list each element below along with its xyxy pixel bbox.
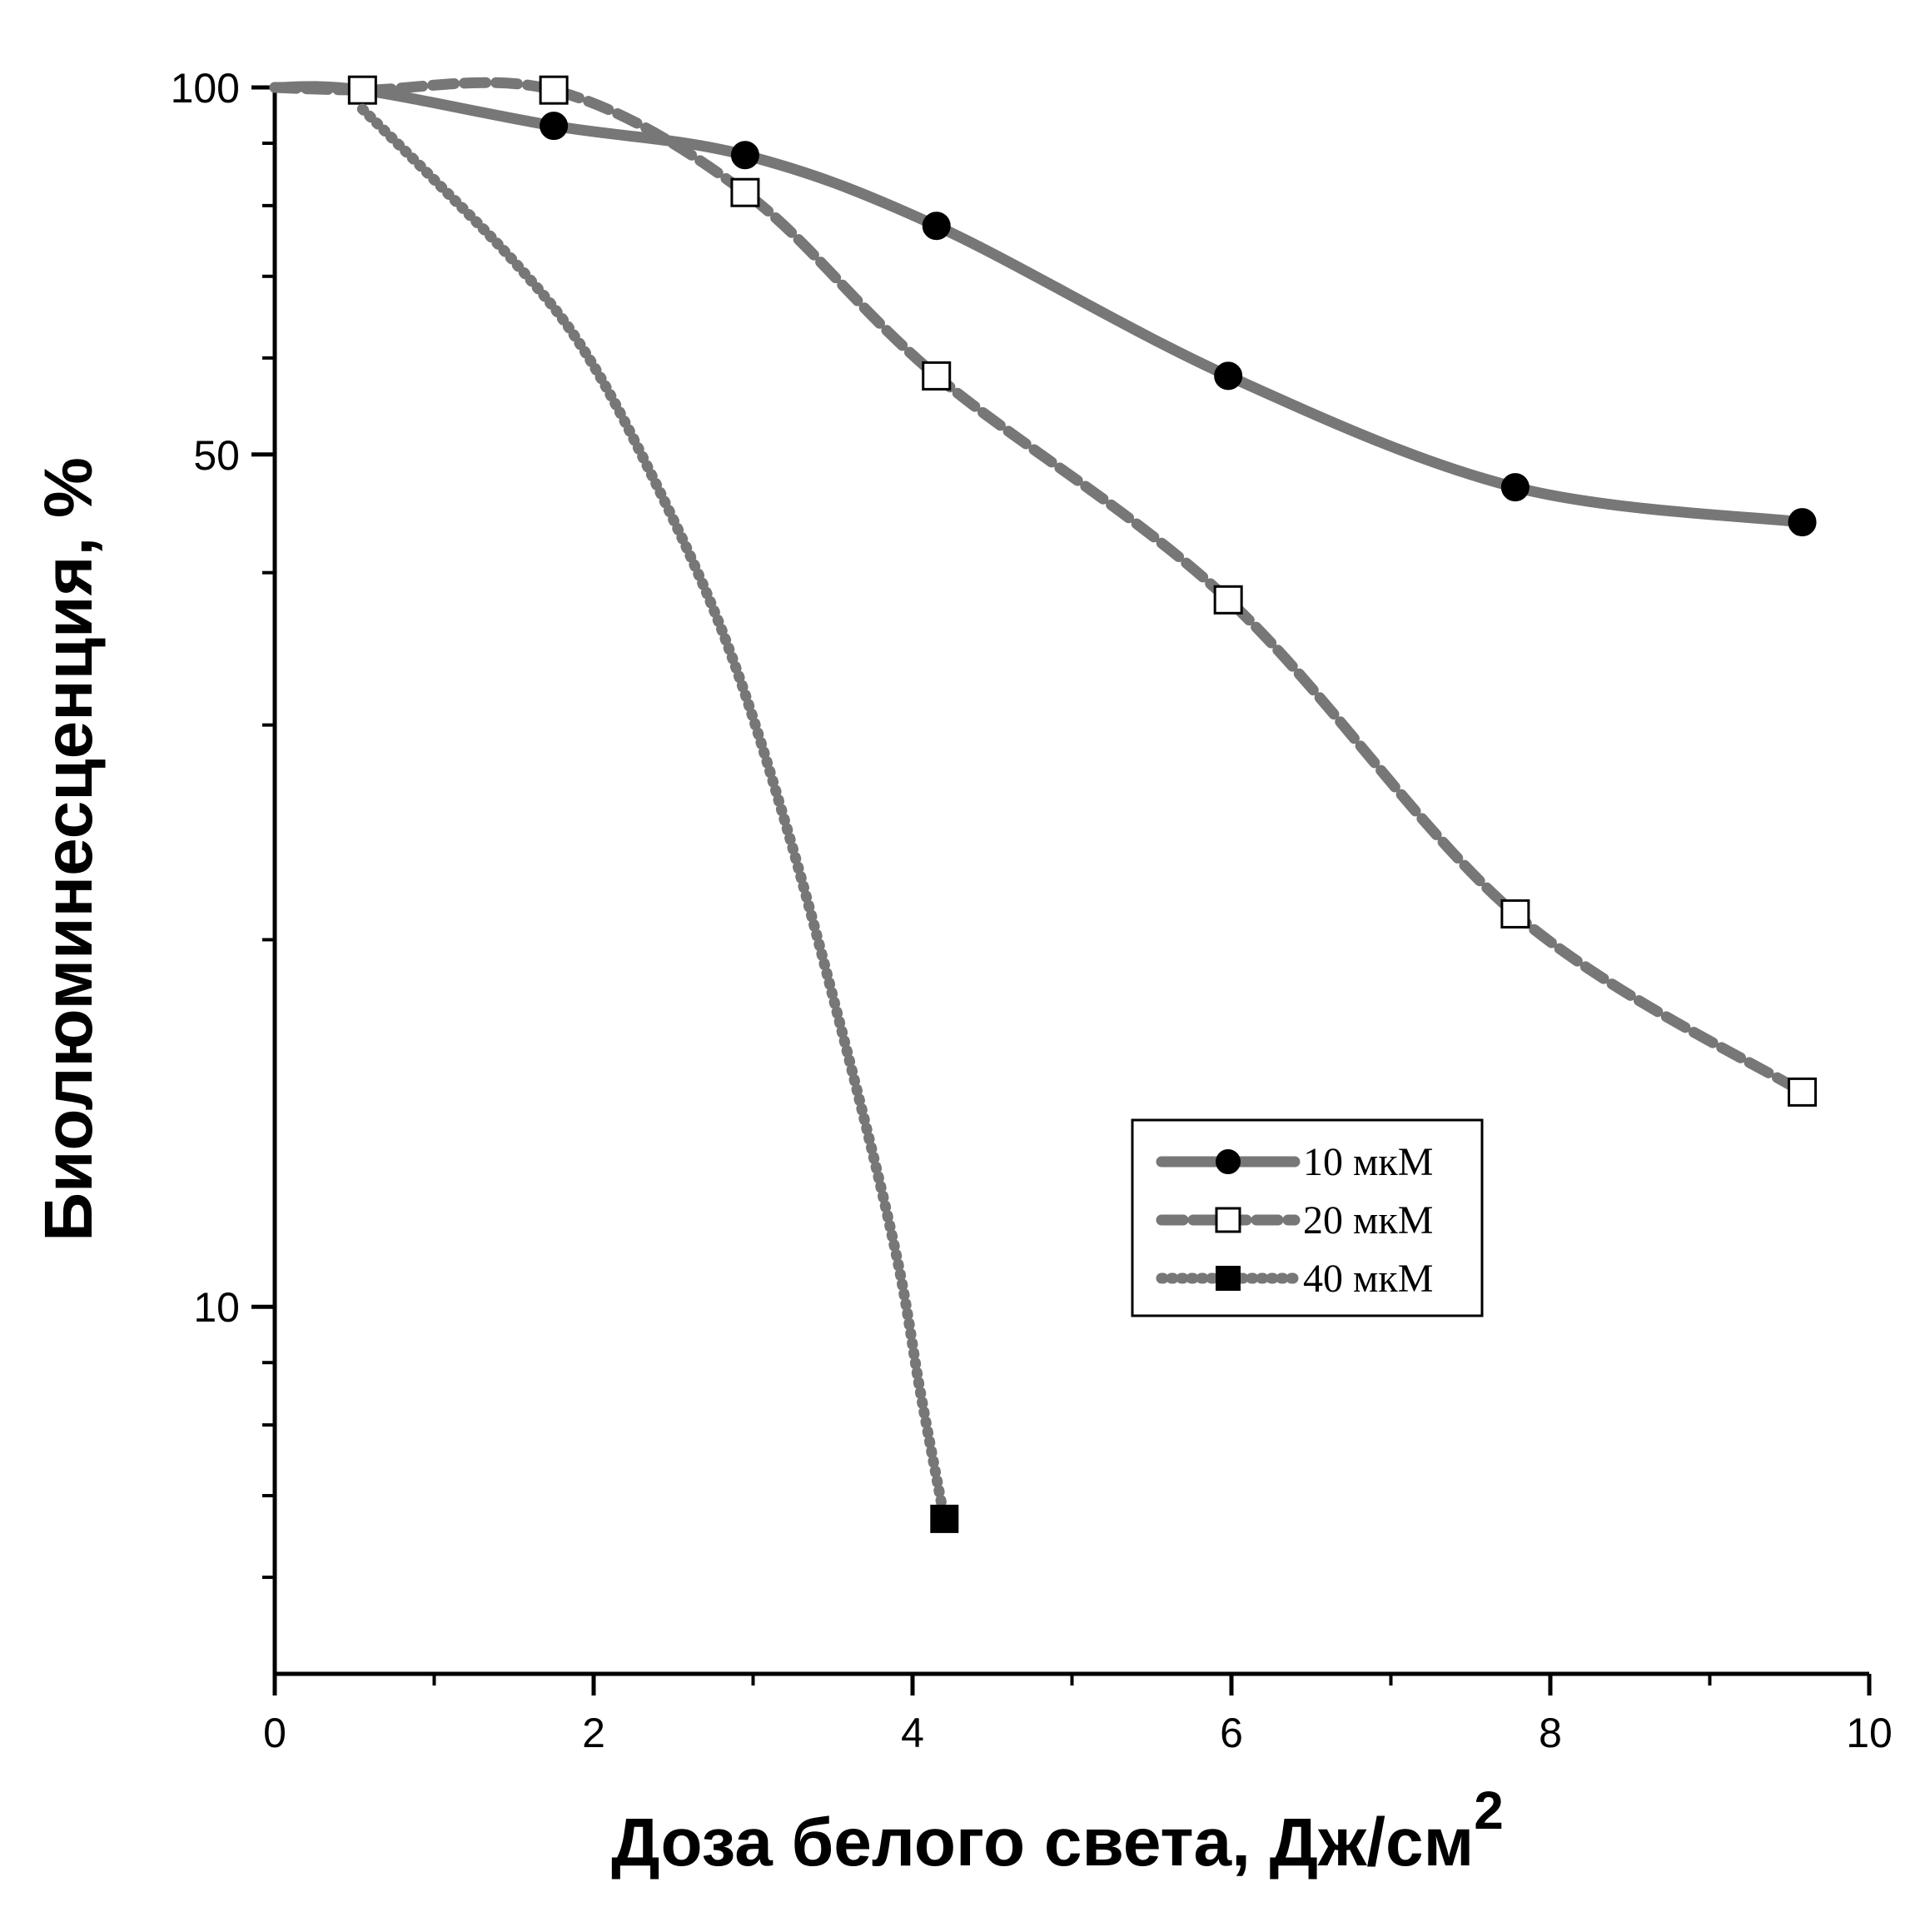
x-tick-label: 6	[1220, 1710, 1243, 1756]
series-1	[269, 76, 1817, 537]
data-point	[539, 75, 569, 105]
series-line	[269, 77, 1808, 1098]
legend-item: 20 мкМ	[1156, 1198, 1433, 1242]
series-lines	[269, 75, 1818, 1533]
series-3	[356, 103, 959, 1533]
x-tick-label: 0	[263, 1710, 286, 1756]
legend-item: 10 мкМ	[1156, 1140, 1433, 1184]
data-point	[1500, 899, 1530, 929]
legend-marker	[1216, 1149, 1241, 1174]
data-point	[922, 212, 951, 241]
x-tick-label: 2	[582, 1710, 605, 1756]
x-axis-title: Доза белого света, Дж/см2	[611, 1780, 1504, 1880]
y-tick-label: 100	[171, 65, 240, 112]
x-axis-title-superscript: 2	[1474, 1780, 1504, 1840]
data-point	[922, 361, 952, 391]
data-point	[730, 141, 759, 170]
x-axis-title-main: Доза белого света, Дж/см	[611, 1805, 1474, 1880]
y-tick-label: 10	[193, 1284, 240, 1331]
legend-label: 40 мкМ	[1303, 1257, 1433, 1301]
x-tick-label: 8	[1539, 1710, 1562, 1756]
data-point	[1788, 1077, 1818, 1107]
y-axis-title: Биолюминесценция, %	[31, 457, 107, 1242]
data-point	[540, 112, 569, 141]
data-point	[930, 1504, 959, 1533]
x-tick-label: 4	[901, 1710, 924, 1756]
series-line	[356, 103, 950, 1525]
legend: 10 мкМ 20 мкМ 40 мкМ	[1131, 1118, 1484, 1317]
legend-label: 20 мкМ	[1303, 1198, 1433, 1242]
legend-item: 40 мкМ	[1156, 1257, 1433, 1301]
y-tick-label: 50	[193, 432, 240, 479]
data-point	[1213, 585, 1243, 615]
legend-marker	[1215, 1207, 1241, 1233]
legend-label: 10 мкМ	[1303, 1140, 1433, 1184]
data-point	[347, 75, 377, 105]
legend-marker	[1216, 1266, 1241, 1291]
data-point	[730, 177, 760, 207]
x-tick-label: 10	[1846, 1710, 1893, 1756]
axes: 0 2 4 6 8 10 10 50 100	[171, 65, 1893, 1756]
data-point	[1788, 508, 1817, 537]
data-point	[1500, 473, 1530, 502]
series-2	[269, 75, 1818, 1107]
data-point	[1214, 361, 1243, 391]
